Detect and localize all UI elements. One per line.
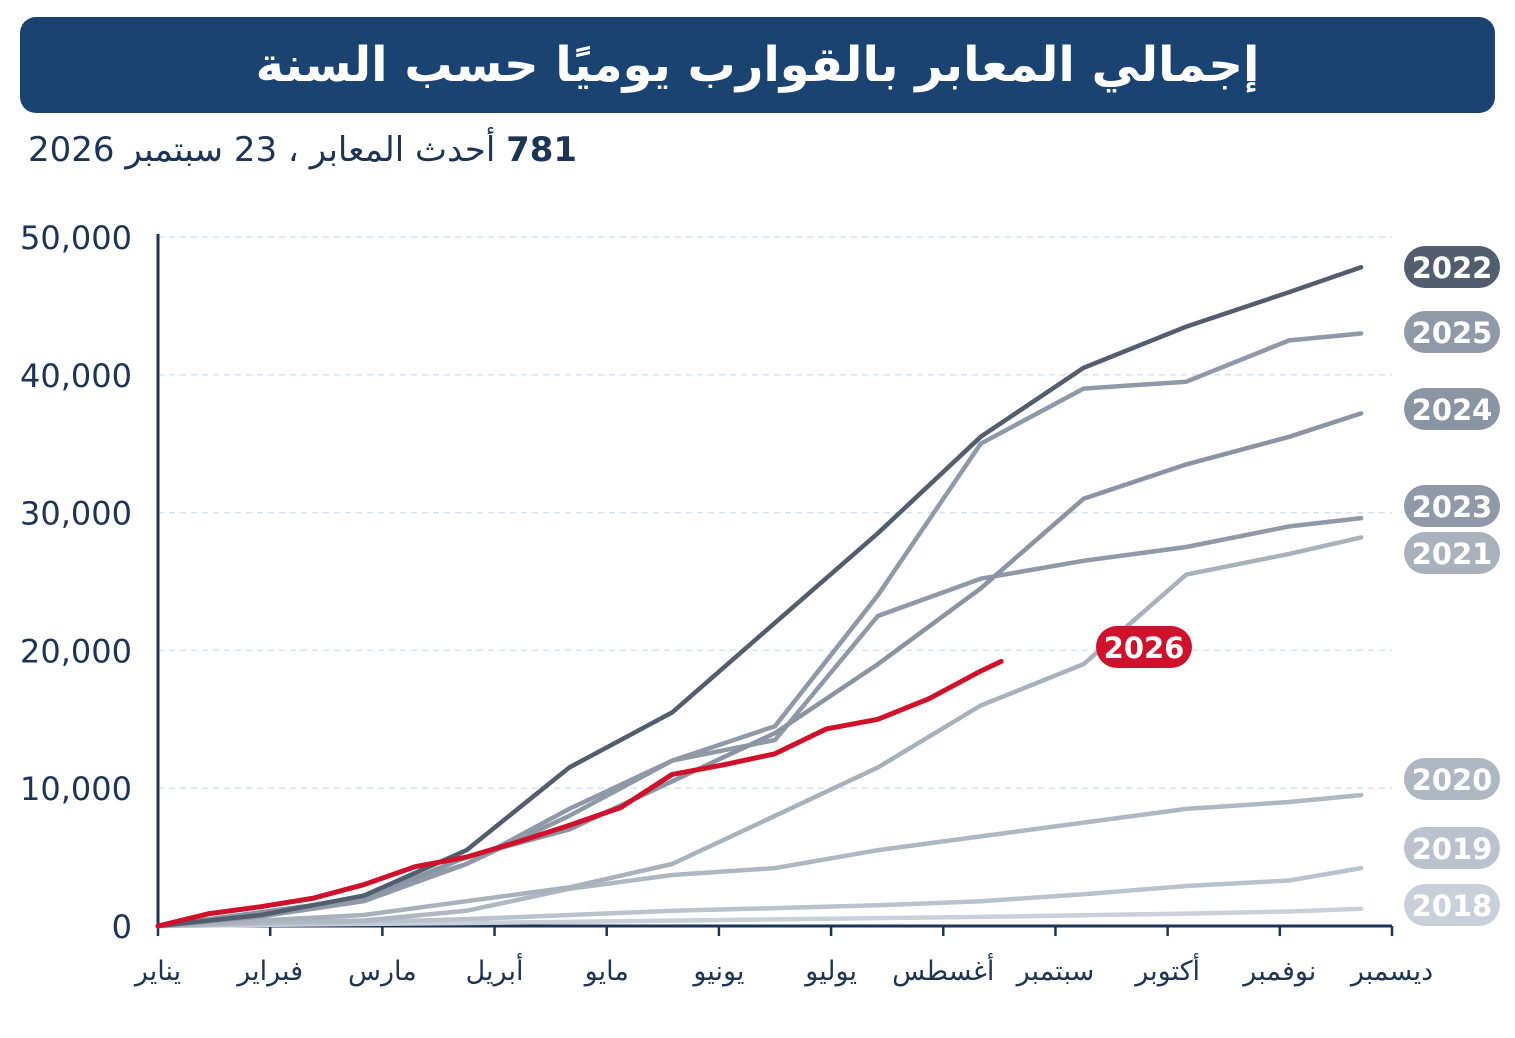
latest-crossings-text: أحدث المعابر ، 23 سبتمبر 2026 xyxy=(28,130,496,170)
series-label-2020: 2020 xyxy=(1412,763,1493,797)
series-label-2022: 2022 xyxy=(1412,251,1493,285)
x-tick-label: أغسطس xyxy=(892,952,994,987)
latest-crossings-count: 781 xyxy=(506,130,578,170)
series-line-2025 xyxy=(155,331,1364,929)
y-tick-label: 40,000 xyxy=(20,357,132,395)
title-banner: إجمالي المعابر بالقوارب يوميًا حسب السنة xyxy=(20,17,1495,113)
series-label-pill-2021 xyxy=(1404,532,1500,574)
x-tick-label: مارس xyxy=(348,956,417,987)
y-tick-label: 0 xyxy=(112,908,132,946)
series-label-2026: 2026 xyxy=(1104,631,1185,665)
x-tick-label: يناير xyxy=(133,956,181,987)
x-tick-label: ديسمبر xyxy=(1349,956,1433,987)
series-label-2021: 2021 xyxy=(1412,537,1493,571)
x-tick-label: يونيو xyxy=(691,956,744,987)
series-label-pill-2024 xyxy=(1404,388,1500,430)
series-label-pill-2019 xyxy=(1404,827,1500,869)
series-line-2021 xyxy=(155,535,1364,929)
series-label-pill-2018 xyxy=(1404,884,1500,926)
x-tick-label: فبراير xyxy=(235,956,303,987)
chart-title: إجمالي المعابر بالقوارب يوميًا حسب السنة xyxy=(255,37,1260,93)
y-tick-label: 20,000 xyxy=(20,632,132,670)
series-line-2022 xyxy=(155,265,1364,929)
y-tick-label: 50,000 xyxy=(20,219,132,257)
series-label-pill-2022 xyxy=(1404,246,1500,288)
series-label-2025: 2025 xyxy=(1412,316,1493,350)
x-tick-label: نوفمبر xyxy=(1241,956,1316,987)
series-label-2019: 2019 xyxy=(1412,832,1493,866)
series-label-2018: 2018 xyxy=(1412,889,1493,923)
x-tick-label: يوليو xyxy=(803,956,857,987)
x-tick-label: أبريل xyxy=(466,952,524,987)
series-label-2024: 2024 xyxy=(1412,393,1493,427)
x-tick-label: سبتمبر xyxy=(1015,956,1095,987)
series-label-2023: 2023 xyxy=(1412,490,1493,524)
x-tick-label: أكتوبر xyxy=(1133,952,1200,987)
chart-subtitle: 781 أحدث المعابر ، 23 سبتمبر 2026 xyxy=(28,130,577,170)
y-tick-label: 10,000 xyxy=(20,770,132,808)
x-tick-label: مايو xyxy=(583,956,629,987)
series-label-pill-2026 xyxy=(1096,626,1192,668)
series-label-pill-2020 xyxy=(1404,758,1500,800)
series-label-pill-2023 xyxy=(1404,485,1500,527)
series-line-2026 xyxy=(155,658,1004,929)
series-label-pill-2025 xyxy=(1404,311,1500,353)
series-line-2020 xyxy=(155,792,1364,929)
y-tick-label: 30,000 xyxy=(20,495,132,533)
series-line-2024 xyxy=(155,411,1364,929)
